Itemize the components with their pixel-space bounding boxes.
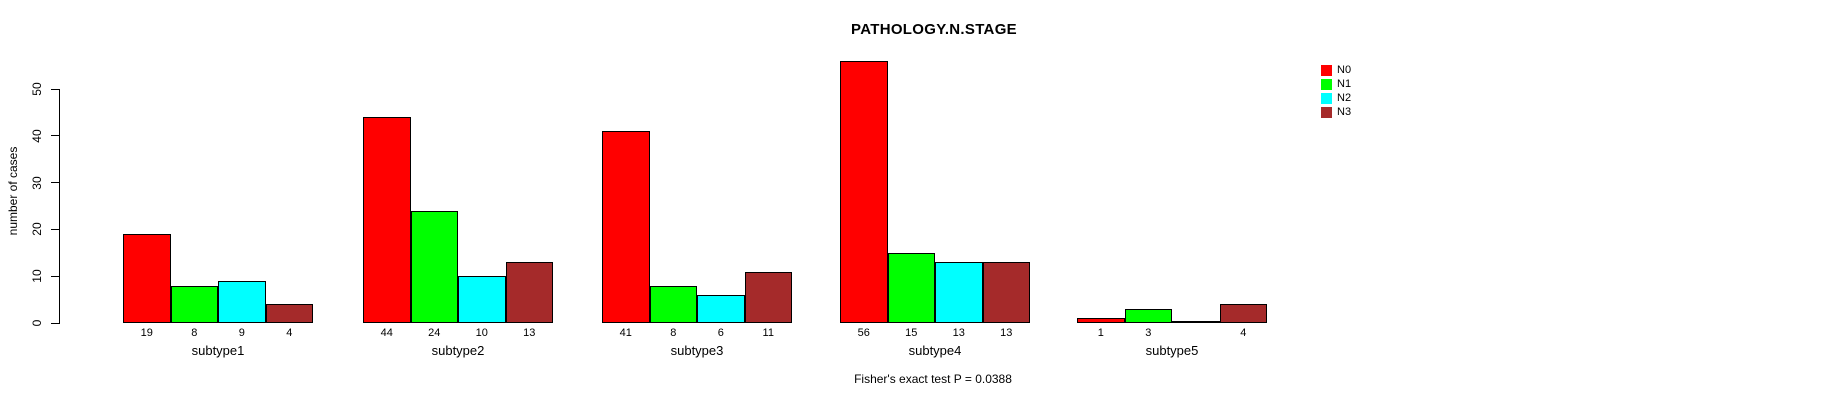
bar-subtype3-N1 [649,285,697,323]
y-axis-tick-label: 50 [30,82,44,96]
bar-subtype2-N1 [410,210,458,323]
legend-item-N2: N2 [1321,91,1351,105]
category-label-subtype5: subtype5 [1145,343,1199,358]
bar-subtype2-N3 [505,262,553,323]
bar-subtype3-N3 [744,271,792,323]
legend-swatch-N2 [1321,92,1332,104]
y-axis-tick [51,322,59,324]
y-axis-tick [51,275,59,277]
bar-value-label: 24 [428,327,441,339]
legend-label-N2: N2 [1337,91,1352,104]
legend-item-N0: N0 [1321,63,1351,77]
bar-subtype1-N2 [218,280,266,323]
bar-subtype4-N3 [982,262,1030,323]
bar-value-label: 10 [475,327,488,339]
bar-value-label: 4 [1240,327,1247,339]
bar-value-label: 13 [952,327,965,339]
category-label-subtype1: subtype1 [191,343,245,358]
category-label-subtype4: subtype4 [908,343,962,358]
bar-subtype5-N1 [1124,308,1172,323]
bar-value-label: 4 [286,327,293,339]
bar-subtype2-N0 [363,117,411,323]
bar-value-label: 13 [1000,327,1013,339]
legend-swatch-N3 [1321,106,1332,118]
fisher-test-annotation: Fisher's exact test P = 0.0388 [854,372,1012,386]
y-axis-title: number of cases [6,146,20,236]
legend-item-N1: N1 [1321,77,1351,91]
bar-subtype1-N1 [170,285,218,323]
legend-label-N0: N0 [1337,63,1352,76]
bar-subtype1-N3 [265,304,313,323]
bar-value-label: 11 [762,327,774,339]
bar-subtype1-N0 [123,234,171,323]
chart-title: PATHOLOGY.N.STAGE [851,21,1017,38]
y-axis-tick [51,182,59,184]
bar-value-label: 44 [380,327,393,339]
bar-subtype3-N2 [697,294,745,323]
y-axis-tick [51,135,59,137]
legend-swatch-N0 [1321,64,1332,76]
y-axis-tick-label: 40 [30,129,44,143]
category-label-subtype3: subtype3 [670,343,724,358]
legend: N0 N1 N2 N3 [1321,63,1351,119]
y-axis-tick-label: 20 [30,222,44,237]
y-axis-tick [51,228,59,230]
bar-value-label: 41 [619,327,632,339]
y-axis-tick-label: 0 [30,319,44,327]
legend-item-N3: N3 [1321,105,1351,119]
bar-value-label: 3 [1145,327,1152,339]
bar-value-label: 9 [238,327,245,339]
bar-value-label: 8 [191,327,198,339]
y-axis-tick-label: 30 [30,175,44,190]
legend-label-N3: N3 [1337,105,1352,118]
bar-subtype4-N1 [887,252,935,323]
bar-value-label: 56 [857,327,870,339]
bar-value-label: 8 [670,327,677,339]
y-axis-tick [51,88,59,90]
bar-value-label: 19 [140,327,153,339]
legend-label-N1: N1 [1337,77,1352,90]
bar-subtype5-N0 [1077,318,1125,323]
legend-swatch-N1 [1321,78,1332,90]
bar-subtype5-N2 [1172,321,1220,323]
bar-subtype4-N2 [935,262,983,323]
bar-value-label: 6 [717,327,724,339]
bar-value-label: 13 [523,327,536,339]
y-axis-tick-label: 10 [30,269,44,283]
bar-subtype4-N0 [840,60,888,323]
category-label-subtype2: subtype2 [431,343,485,358]
bar-subtype2-N2 [458,276,506,323]
y-axis-line [59,89,60,324]
bar-subtype5-N3 [1219,304,1267,323]
bar-subtype3-N0 [602,131,650,323]
bar-value-label: 1 [1097,327,1104,339]
bar-value-label: 15 [905,327,918,339]
